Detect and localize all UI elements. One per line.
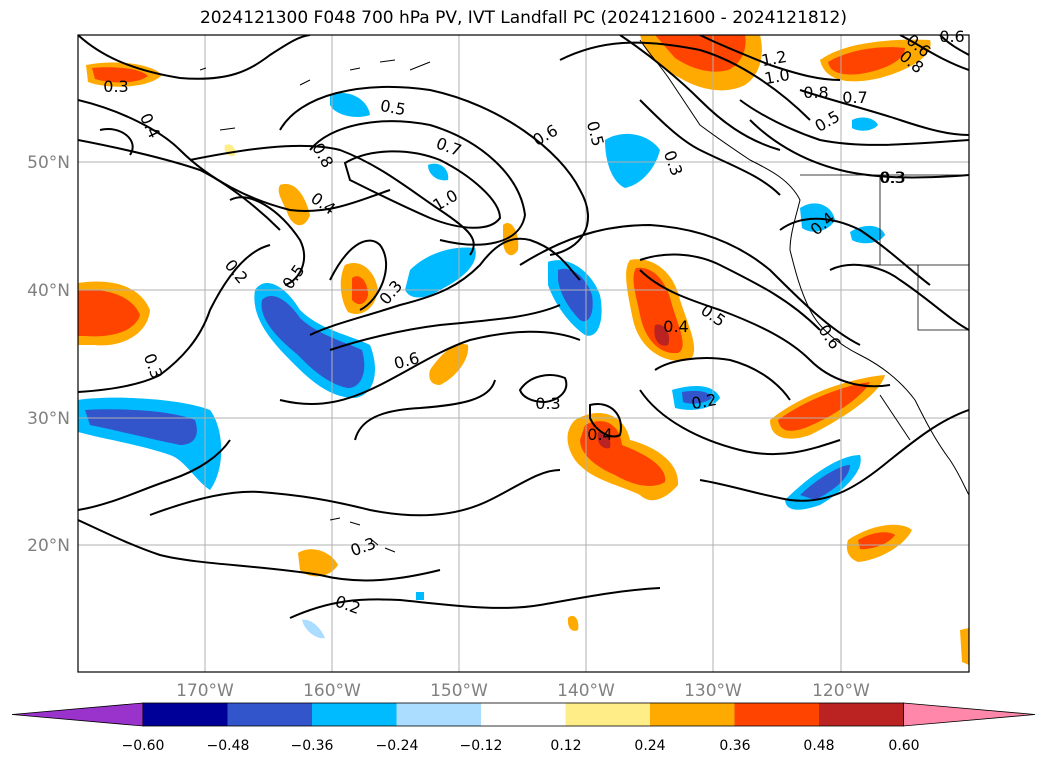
shade-region — [778, 382, 870, 431]
shade-region — [655, 35, 746, 72]
colorbar-swatch — [143, 703, 228, 726]
lat-label: 30°N — [27, 409, 70, 429]
contour-label: 0.6 — [939, 27, 964, 46]
colorbar-swatch — [396, 703, 482, 726]
contour-label: 1.0 — [763, 65, 791, 88]
colorbar-extend-min — [11, 702, 144, 727]
shade-region — [302, 619, 325, 639]
shade-region — [682, 390, 712, 404]
colorbar-tick-label: −0.48 — [207, 738, 250, 754]
contour-label: 0.3 — [103, 77, 128, 96]
contour-label: 0.2 — [690, 390, 718, 413]
colorbar-ticks: −0.60 −0.48 −0.36 −0.24 −0.12 0.12 0.24 … — [122, 738, 920, 754]
colorbar-tick-label: 0.60 — [888, 738, 919, 754]
shade-region — [298, 549, 338, 577]
map-title: 2024121300 F048 700 hPa PV, IVT Landfall… — [199, 8, 847, 28]
shade-region — [605, 133, 660, 188]
colorbar-tick-label: 0.12 — [550, 738, 581, 754]
colorbar-swatch — [227, 703, 313, 726]
shade-region — [330, 92, 370, 117]
shade-region — [800, 203, 835, 232]
colorbar-swatch — [819, 703, 904, 726]
contour-label: 0.3 — [535, 394, 560, 413]
colorbar-tick-label: 0.36 — [719, 738, 750, 754]
lon-label: 170°W — [176, 681, 234, 701]
colorbar-tick-label: −0.60 — [122, 738, 165, 754]
shade-region — [633, 267, 683, 354]
contour-label: 1.2 — [760, 47, 788, 70]
colorbar-extend-max — [903, 702, 1036, 727]
graticule — [78, 35, 969, 672]
contour-label: 0.8 — [803, 83, 828, 102]
contour-label: 0.5 — [379, 96, 407, 119]
colorbar-swatch — [312, 703, 397, 726]
political-borders — [800, 174, 969, 331]
pv-contours — [78, 35, 969, 619]
contour-label: 0.7 — [842, 88, 867, 107]
shade-region — [261, 296, 365, 388]
shade-region — [278, 184, 310, 226]
coastlines — [199, 39, 969, 553]
lat-label: 50°N — [27, 153, 70, 173]
colorbar-swatch — [565, 703, 651, 726]
contour-label: 0.3 — [880, 168, 905, 187]
map-frame — [77, 34, 970, 673]
lon-label: 120°W — [812, 681, 870, 701]
shade-region — [405, 247, 476, 298]
shade-region — [429, 344, 469, 385]
colorbar — [11, 702, 1036, 727]
shade-region — [800, 465, 850, 500]
colorbar-tick-label: −0.24 — [376, 738, 419, 754]
colorbar-tick-label: −0.12 — [460, 738, 503, 754]
shade-region — [828, 47, 905, 75]
shade-region — [428, 163, 449, 181]
contour-label: 0.3 — [879, 168, 904, 187]
lat-label: 20°N — [27, 536, 70, 556]
contour-label: 0.4 — [587, 425, 612, 444]
colorbar-tick-label: 0.24 — [634, 738, 665, 754]
colorbar-swatch — [650, 703, 735, 726]
colorbar-swatch — [734, 703, 820, 726]
lon-label: 150°W — [430, 681, 488, 701]
lon-label: 160°W — [303, 681, 361, 701]
shade-region — [567, 615, 579, 631]
contour-label: 0.4 — [663, 317, 688, 336]
colorbar-swatch — [481, 703, 566, 726]
lon-label: 130°W — [684, 681, 742, 701]
shade-region — [852, 117, 878, 131]
lon-label: 140°W — [557, 681, 615, 701]
colorbar-tick-label: 0.48 — [803, 738, 834, 754]
shade-region — [416, 592, 424, 600]
shade-region — [558, 268, 593, 322]
shade-region — [92, 67, 148, 83]
shade-region — [78, 289, 140, 337]
pc-shading — [78, 35, 969, 665]
contour-labels: 0.30.40.20.30.50.80.40.5 0.30.60.71.00.60… — [103, 27, 964, 618]
lat-label: 40°N — [27, 281, 70, 301]
shade-region — [654, 324, 670, 346]
colorbar-tick-label: −0.36 — [291, 738, 334, 754]
map-panel — [78, 35, 969, 672]
shade-region — [960, 628, 969, 665]
colorbar-frame — [142, 702, 904, 727]
